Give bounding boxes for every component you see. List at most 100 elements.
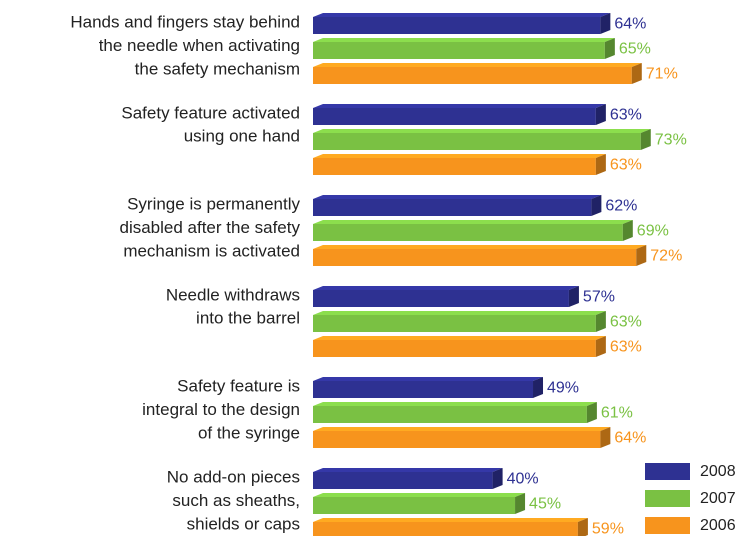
bar xyxy=(313,104,606,125)
bar-front xyxy=(313,249,637,266)
bar-front xyxy=(313,42,605,59)
bar-side xyxy=(604,38,615,59)
bar xyxy=(313,336,606,357)
bar-top xyxy=(313,402,597,406)
bar-top xyxy=(313,468,503,472)
bar-top xyxy=(313,63,642,67)
bar-side xyxy=(515,493,526,514)
bar-side xyxy=(595,154,606,175)
bar-top xyxy=(313,129,651,133)
bar-front xyxy=(313,199,592,216)
bar xyxy=(313,245,647,266)
value-label: 72% xyxy=(650,248,682,265)
bar-side xyxy=(533,377,544,398)
legend-swatch xyxy=(645,490,690,507)
value-label: 63% xyxy=(610,314,642,331)
bar-side xyxy=(586,402,597,423)
bar xyxy=(313,38,615,59)
bar-top xyxy=(313,493,526,497)
bar-top xyxy=(313,13,611,17)
category-label: shields or caps xyxy=(187,514,300,533)
legend-label: 2006 xyxy=(700,517,736,534)
value-label: 40% xyxy=(507,471,539,488)
bar-top xyxy=(313,286,579,290)
category-label: into the barrel xyxy=(196,308,300,327)
value-label: 63% xyxy=(610,339,642,356)
bar-top xyxy=(313,195,602,199)
category-label: such as sheaths, xyxy=(172,491,300,510)
bar xyxy=(313,427,611,448)
category-label: No add-on pieces xyxy=(167,467,300,486)
bar-side xyxy=(568,286,579,307)
bar-front xyxy=(313,158,596,175)
bar-side xyxy=(640,129,651,150)
category-label: the safety mechanism xyxy=(135,59,300,78)
bar-front xyxy=(313,17,601,34)
bar-top xyxy=(313,38,615,42)
value-label: 64% xyxy=(614,430,646,447)
bar-side xyxy=(600,427,611,448)
bar-side xyxy=(600,13,611,34)
bar-front xyxy=(313,133,641,150)
bar-front xyxy=(313,315,596,332)
bar-front xyxy=(313,497,516,514)
category-label: Safety feature is xyxy=(177,376,300,395)
category-label: Hands and fingers stay behind xyxy=(70,12,300,31)
bar-front xyxy=(313,290,569,307)
bar-side xyxy=(631,63,642,84)
bar-side xyxy=(595,311,606,332)
bar-side xyxy=(636,245,647,266)
bar xyxy=(313,154,606,175)
bar xyxy=(313,402,597,423)
bar-top xyxy=(313,427,611,431)
bar xyxy=(313,13,611,34)
category-label: using one hand xyxy=(184,126,300,145)
bar-side xyxy=(492,468,503,489)
value-label: 73% xyxy=(655,132,687,149)
bar-front xyxy=(313,431,601,448)
bar xyxy=(313,286,579,307)
category-label: the needle when activating xyxy=(99,36,300,55)
bar-top xyxy=(313,104,606,108)
bar-top xyxy=(313,245,647,249)
category-label: of the syringe xyxy=(198,423,300,442)
bar xyxy=(313,63,642,84)
bar-top xyxy=(313,377,544,381)
bar-side xyxy=(595,336,606,357)
bar xyxy=(313,518,588,536)
bar-top xyxy=(313,154,606,158)
category-label: Syringe is permanently xyxy=(127,194,300,213)
bar-top xyxy=(313,336,606,340)
value-label: 59% xyxy=(592,521,624,536)
bar xyxy=(313,220,633,241)
value-label: 45% xyxy=(529,496,561,513)
bar-side xyxy=(577,518,588,536)
value-label: 64% xyxy=(614,16,646,33)
bar xyxy=(313,129,651,150)
value-label: 63% xyxy=(610,157,642,174)
bar-top xyxy=(313,220,633,224)
bar xyxy=(313,311,606,332)
value-label: 57% xyxy=(583,289,615,306)
bar-front xyxy=(313,224,623,241)
bar-front xyxy=(313,108,596,125)
value-label: 61% xyxy=(601,405,633,422)
bar-front xyxy=(313,381,534,398)
legend-label: 2007 xyxy=(700,490,736,507)
legend-label: 2008 xyxy=(700,463,736,480)
category-label: Needle withdraws xyxy=(166,285,300,304)
bar-front xyxy=(313,406,587,423)
value-label: 69% xyxy=(637,223,669,240)
category-label: disabled after the safety xyxy=(119,218,300,237)
category-label: mechanism is activated xyxy=(123,241,300,260)
value-label: 63% xyxy=(610,107,642,124)
bar-front xyxy=(313,340,596,357)
bar xyxy=(313,493,526,514)
bar xyxy=(313,377,544,398)
value-label: 65% xyxy=(619,41,651,58)
value-label: 62% xyxy=(605,198,637,215)
bar-top xyxy=(313,518,588,522)
bar xyxy=(313,195,602,216)
value-label: 49% xyxy=(547,380,579,397)
